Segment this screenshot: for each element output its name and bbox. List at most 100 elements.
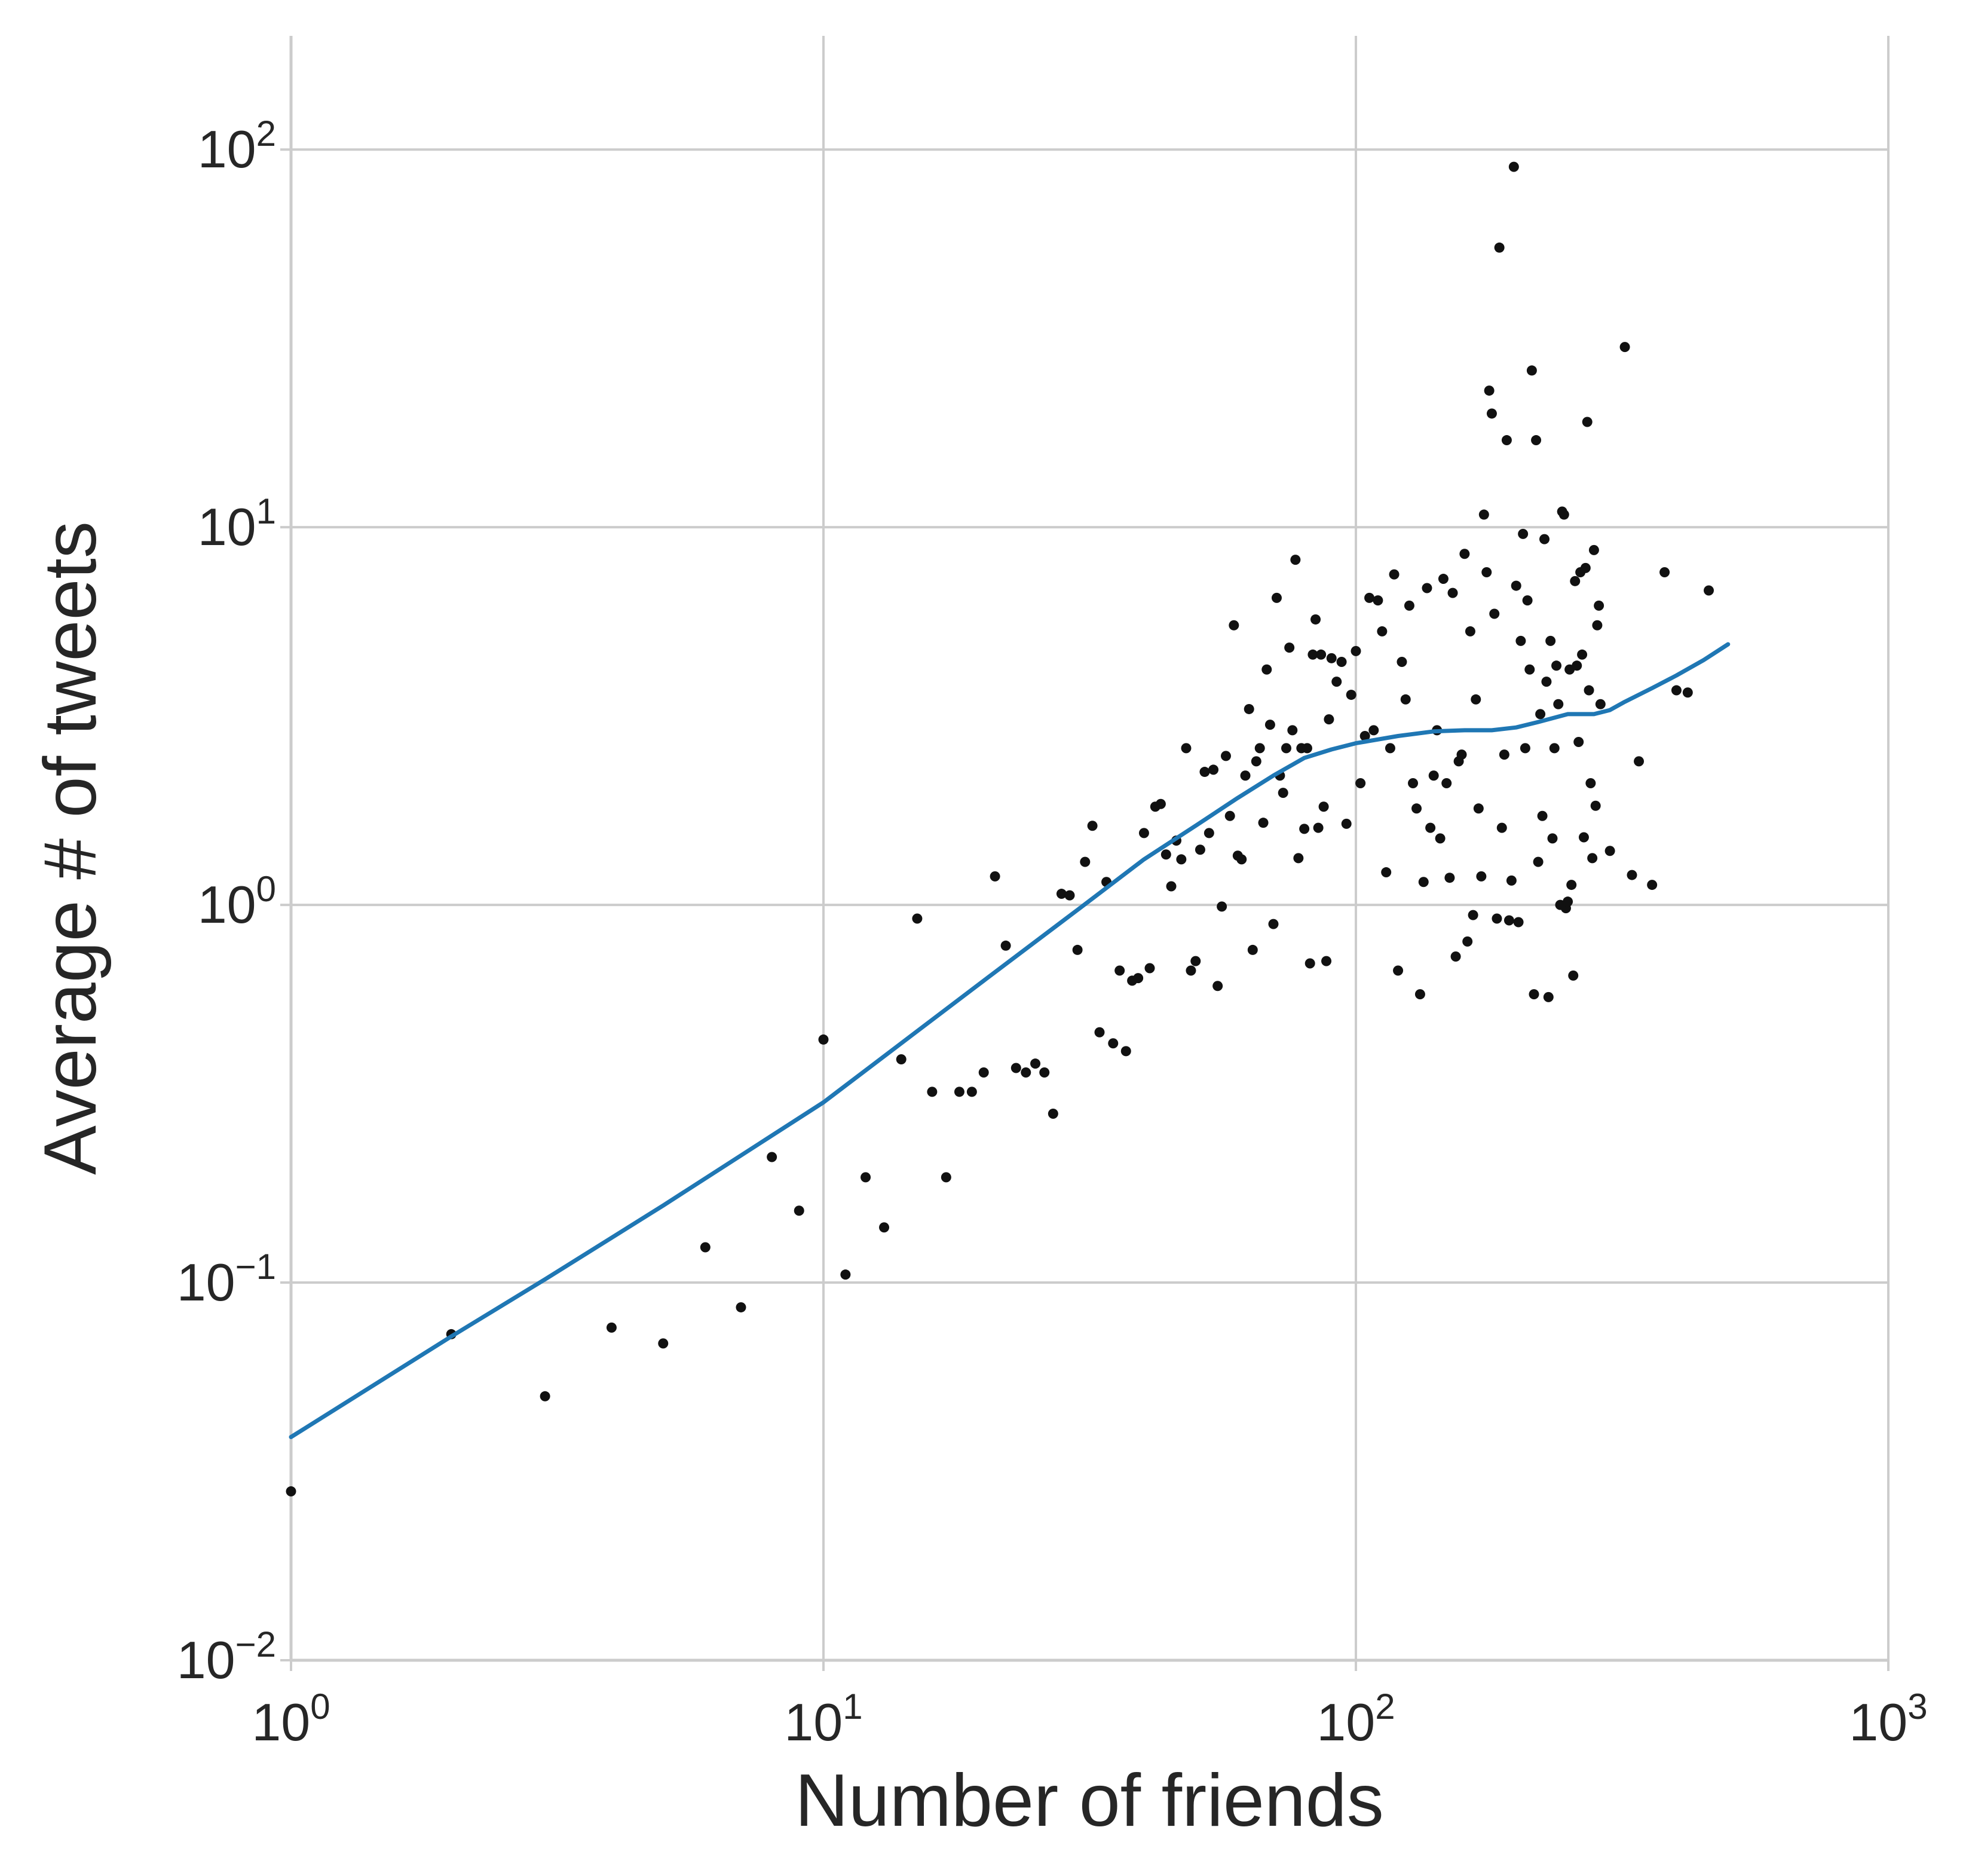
data-point [1000,940,1011,951]
data-point [1176,854,1187,865]
data-point [1217,901,1227,912]
data-point [1021,1067,1031,1078]
data-point [1351,645,1361,656]
data-point [1484,385,1495,396]
data-point [1389,569,1400,580]
data-point [1647,880,1658,890]
data-point [1290,555,1301,565]
data-point [927,1087,938,1097]
data-point [1229,620,1239,631]
data-point [954,1087,964,1097]
data-point [1704,585,1714,596]
data-point [1580,562,1591,573]
data-point [1160,849,1171,860]
data-point [1529,989,1539,1000]
y-tick-label: 101 [198,491,276,556]
data-point [286,1486,296,1496]
trend-line-path [289,642,1731,1439]
data-point [1547,833,1558,844]
data-point [1258,818,1269,828]
data-point [1515,635,1526,646]
data-point [978,1067,989,1078]
data-point [1492,913,1502,924]
data-point [1307,649,1318,660]
data-point [1400,694,1411,705]
data-point [1447,587,1458,598]
data-point [1199,767,1210,778]
data-point [1299,824,1310,834]
data-point [1087,821,1098,831]
plot-background [291,36,1888,1660]
data-point [1553,699,1564,709]
data-point [1181,743,1192,754]
data-point [1138,828,1149,838]
data-point [1244,703,1254,714]
data-point [1408,778,1419,788]
data-point [1155,798,1166,809]
data-point [1590,800,1601,811]
data-point [1551,660,1562,671]
data-point [1627,870,1637,880]
data-point [1287,725,1298,736]
data-point [1537,810,1548,821]
x-tick-label: 103 [1849,1687,1927,1752]
data-point [1324,714,1334,725]
data-point [1459,549,1470,559]
data-point [1588,544,1599,555]
trend-line [289,642,1731,1439]
data-point [1381,867,1392,878]
x-tick-label: 101 [784,1687,862,1752]
data-point [1549,743,1560,754]
data-point [1573,737,1584,748]
data-point [1313,822,1324,833]
data-point [1450,951,1461,962]
data-point [1526,365,1537,376]
data-point [1302,743,1312,754]
data-point [1195,844,1205,855]
data-point [1264,720,1275,730]
data-point [1465,626,1475,636]
data-point [1212,981,1223,991]
data-point [990,871,1000,882]
data-point [1341,818,1352,829]
data-point [1634,756,1645,767]
data-point [1385,743,1395,754]
data-point [1541,677,1552,687]
data-point [1321,956,1332,966]
data-point [1508,161,1519,172]
data-point [1418,877,1429,887]
data-point [1108,1038,1119,1049]
data-point [1428,770,1439,781]
data-point [1346,690,1356,700]
data-point [1441,778,1452,788]
data-point [1166,881,1177,892]
data-point [1293,853,1304,864]
data-point [1133,973,1144,984]
data-point [606,1322,617,1333]
data-point [1476,871,1487,882]
data-point [767,1152,777,1162]
x-tick-labels: 100 101 102 103 [252,1687,1927,1752]
data-point [736,1302,746,1312]
y-axis-label: Average # of tweets [29,521,112,1175]
data-point [1587,853,1598,864]
data-point [966,1087,977,1097]
data-point [1114,965,1125,976]
data-point [1414,989,1425,1000]
data-point [540,1391,550,1401]
y-tick-labels: 10−2 10−1 100 101 102 [177,114,276,1690]
y-tick-label: 102 [198,114,276,179]
data-point [1278,788,1288,798]
data-point [1572,660,1582,671]
data-point [1304,958,1315,969]
data-point [1531,435,1542,446]
data-point [1570,576,1581,586]
data-point [1518,528,1529,539]
data-point [1284,642,1295,653]
data-point [1261,664,1272,675]
data-point [1582,417,1593,427]
data-point [1604,846,1615,856]
data-point [658,1338,669,1349]
data-point [1397,656,1407,667]
data-point [1543,991,1554,1002]
